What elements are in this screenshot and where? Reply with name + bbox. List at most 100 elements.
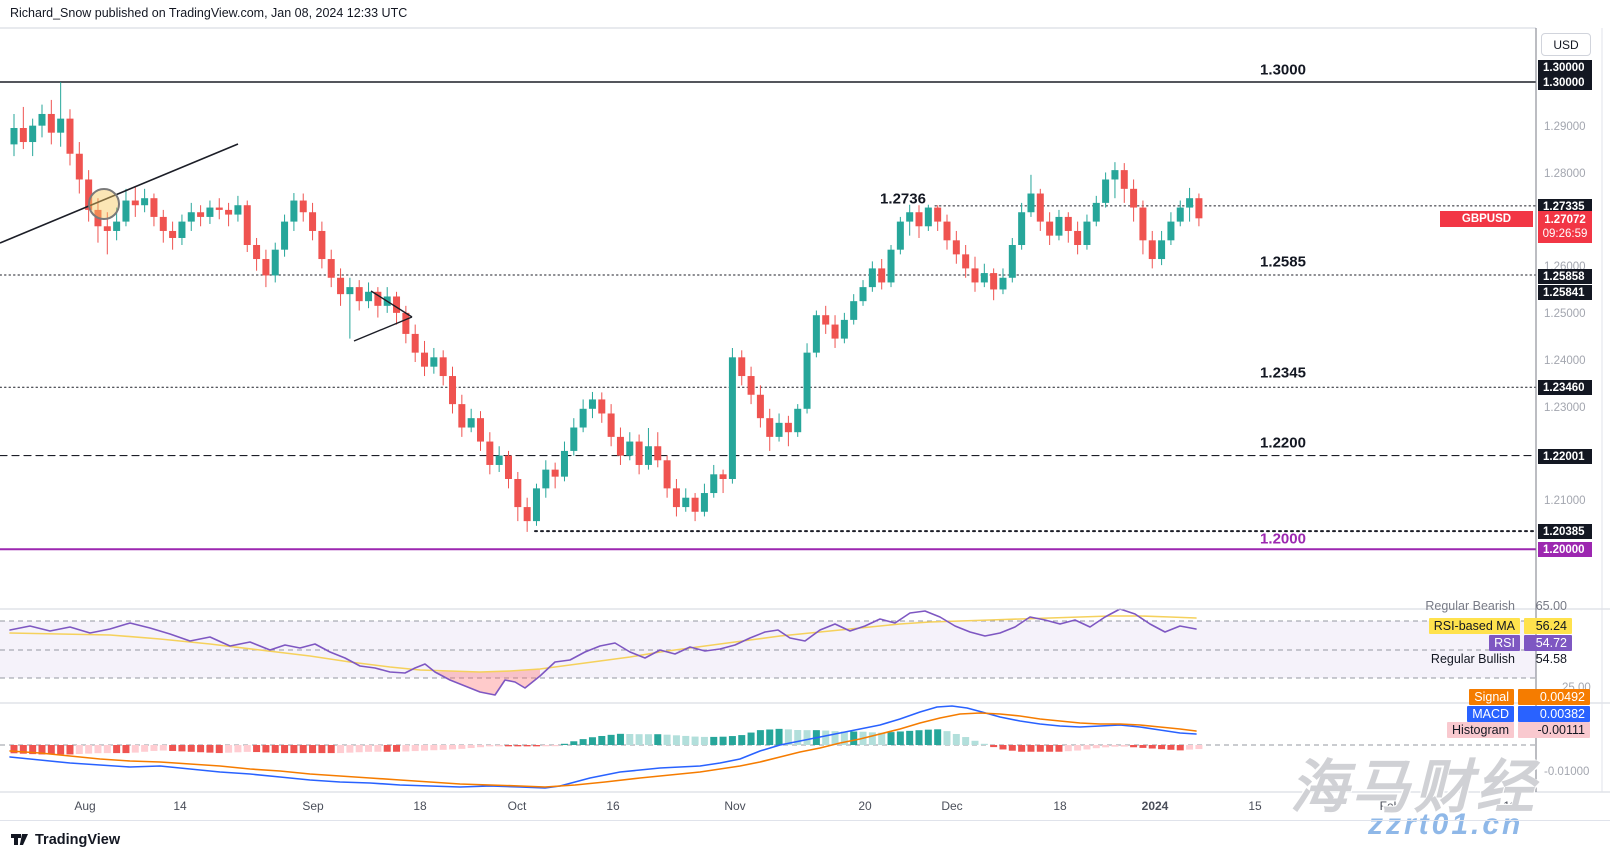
macd-histogram-bar bbox=[999, 745, 1007, 750]
rsi-oversold-fill bbox=[435, 669, 540, 695]
macd-histogram-bar bbox=[1148, 745, 1156, 749]
macd-histogram-bar bbox=[962, 737, 970, 745]
candle-body bbox=[57, 118, 65, 133]
time-axis-label-16: 16 bbox=[606, 799, 620, 813]
rsi-legend-row-ma: RSI-based MA 56.24 bbox=[1428, 618, 1572, 634]
candle-body bbox=[542, 469, 550, 489]
price-badge-1.22001: 1.22001 bbox=[1538, 449, 1592, 464]
macd-histogram-bar bbox=[402, 745, 410, 752]
candle-body bbox=[337, 277, 345, 295]
macd-histogram-bar bbox=[47, 745, 55, 755]
candle-body bbox=[178, 221, 186, 238]
candle-body bbox=[532, 488, 540, 522]
watermark-chinese: 海马财经 bbox=[1290, 755, 1539, 820]
candle-body bbox=[1055, 216, 1063, 236]
candle-body bbox=[1092, 202, 1100, 222]
macd-histogram-bar bbox=[598, 735, 606, 745]
macd-histogram-bar bbox=[439, 745, 447, 750]
level-label-1.2736: 1.2736 bbox=[880, 190, 926, 208]
time-axis-label-20: 20 bbox=[858, 799, 872, 813]
price-axis-label-1.24000: 1.24000 bbox=[1544, 355, 1586, 367]
candle-body bbox=[980, 273, 988, 283]
candle-body bbox=[1139, 207, 1147, 241]
candle-body bbox=[831, 324, 839, 339]
macd-histogram-bar bbox=[103, 745, 111, 754]
candle-body bbox=[1074, 230, 1082, 245]
candle-body bbox=[812, 315, 820, 353]
candle-body bbox=[113, 221, 121, 231]
candle-body bbox=[122, 200, 130, 222]
macd-histogram-bar bbox=[990, 745, 998, 748]
candle-body bbox=[560, 450, 568, 477]
candle-body bbox=[1008, 245, 1016, 278]
candle-body bbox=[756, 394, 764, 419]
candle-body bbox=[1111, 170, 1119, 180]
macd-histogram-bar bbox=[467, 745, 475, 749]
macd-histogram-bar bbox=[393, 745, 401, 752]
candle-body bbox=[691, 497, 699, 512]
macd-value: 0.00382 bbox=[1518, 706, 1590, 722]
candle-body bbox=[374, 291, 382, 306]
candle-body bbox=[915, 212, 923, 227]
macd-histogram-bar bbox=[663, 734, 671, 745]
macd-histogram-bar bbox=[1195, 745, 1203, 750]
candle-body bbox=[747, 376, 755, 395]
macd-histogram-bar bbox=[1167, 745, 1175, 750]
symbol-tag: GBPUSD bbox=[1440, 211, 1533, 227]
macd-histogram-bar bbox=[588, 737, 596, 745]
macd-histogram-bar bbox=[150, 745, 158, 751]
histogram-label: Histogram bbox=[1447, 722, 1514, 738]
candle-body bbox=[169, 230, 177, 238]
candle-body bbox=[1036, 193, 1044, 222]
macd-histogram-bar bbox=[700, 736, 708, 745]
macd-histogram-bar bbox=[141, 745, 149, 752]
candle-body bbox=[206, 207, 214, 217]
tradingview-brand-text: TradingView bbox=[35, 831, 121, 848]
time-axis-label-Nov: Nov bbox=[724, 799, 746, 813]
candle-body bbox=[738, 357, 746, 377]
macd-histogram-bar bbox=[122, 745, 130, 754]
currency-usd-button[interactable]: USD bbox=[1541, 33, 1591, 56]
macd-histogram-bar bbox=[1111, 745, 1119, 747]
price-badge-1.25858: 1.25858 bbox=[1538, 269, 1592, 284]
candle-body bbox=[234, 205, 242, 215]
candle-body bbox=[411, 333, 419, 353]
rsi-legend-row-bullish: Regular Bullish 54.58 bbox=[1426, 651, 1572, 667]
candle-body bbox=[775, 422, 783, 437]
macd-histogram-bar bbox=[672, 735, 680, 745]
macd-histogram-bar bbox=[225, 745, 233, 753]
candle-body bbox=[654, 446, 662, 461]
candle-body bbox=[19, 128, 27, 143]
macd-histogram-bar bbox=[131, 745, 139, 753]
macd-histogram-bar bbox=[831, 731, 839, 745]
candle-body bbox=[700, 493, 708, 512]
time-axis-label-Sep: Sep bbox=[302, 799, 324, 813]
level-label-1.3000: 1.3000 bbox=[1260, 61, 1306, 79]
signal-label: Signal bbox=[1469, 689, 1514, 705]
time-axis-label-Oct: Oct bbox=[507, 799, 527, 813]
candle-body bbox=[784, 422, 792, 433]
macd-histogram-bar bbox=[1074, 745, 1082, 751]
time-axis-label-Dec: Dec bbox=[941, 799, 963, 813]
macd-histogram-bar bbox=[850, 731, 858, 745]
price-badge-1.20000: 1.20000 bbox=[1538, 542, 1592, 557]
highlight-circle bbox=[88, 188, 120, 220]
macd-histogram-bar bbox=[523, 745, 531, 747]
candle-body bbox=[598, 399, 606, 414]
last-price-badge: 1.27072 09:26:59 bbox=[1538, 211, 1592, 243]
candle-body bbox=[262, 259, 270, 276]
macd-histogram-bar bbox=[747, 732, 755, 745]
level-label-1.2200: 1.2200 bbox=[1260, 434, 1306, 452]
macd-histogram-bar bbox=[654, 734, 662, 745]
macd-histogram-bar bbox=[1120, 745, 1128, 747]
macd-histogram-bar bbox=[66, 745, 74, 755]
macd-line bbox=[9, 705, 1197, 789]
macd-histogram-bar bbox=[1064, 745, 1072, 752]
candle-body bbox=[616, 436, 624, 456]
tradingview-link[interactable]: TradingView bbox=[10, 830, 120, 849]
macd-axis-label: -0.01000 bbox=[1544, 766, 1590, 778]
macd-histogram-bar bbox=[775, 728, 783, 745]
price-axis-label-1.29000: 1.29000 bbox=[1544, 121, 1586, 133]
candle-body bbox=[607, 413, 615, 437]
